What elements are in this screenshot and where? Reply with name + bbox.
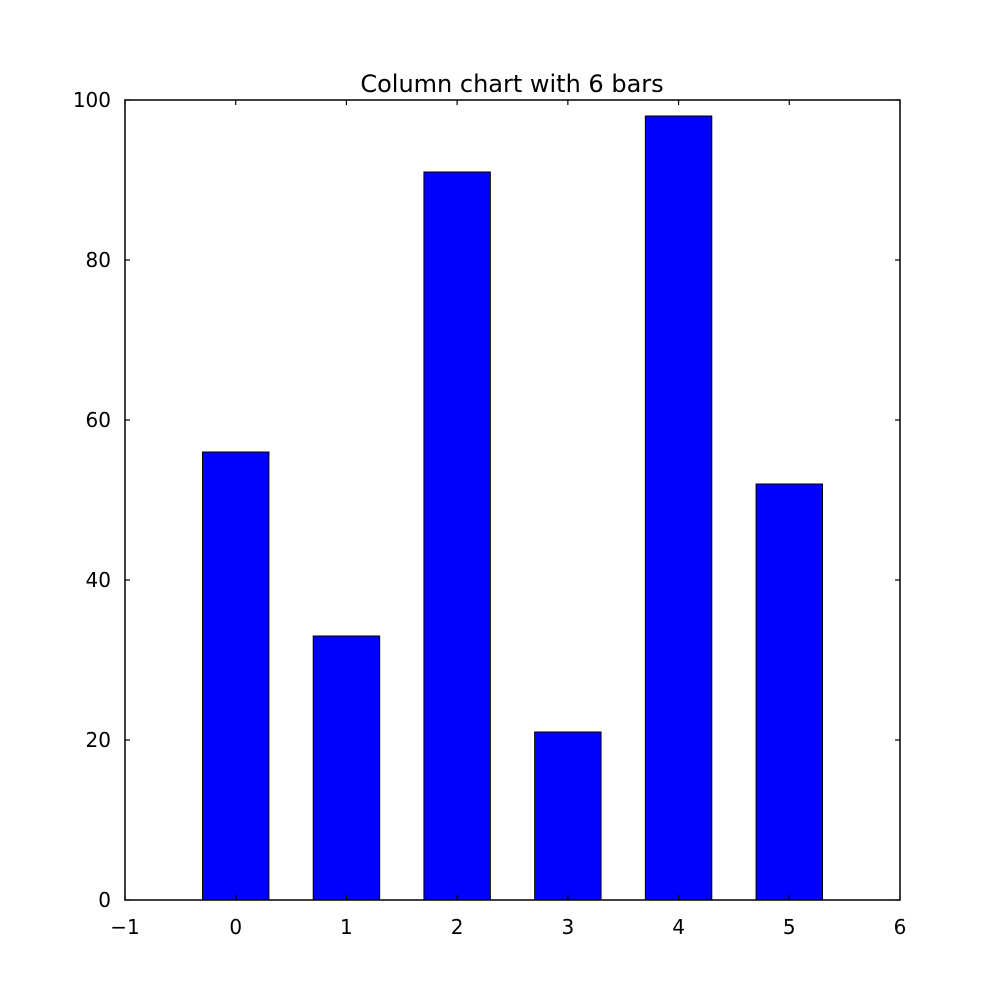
plot-frame [124,99,901,901]
y-tick-label: 40 [86,568,111,592]
bar-2 [423,171,491,901]
x-tick-label: 2 [451,915,464,939]
bar-1 [312,635,381,901]
y-tick-label: 60 [86,408,111,432]
y-tick-label: 20 [86,728,111,752]
x-tick-label: 3 [561,915,574,939]
x-tick-label: 0 [229,915,242,939]
bar-5 [755,483,823,901]
x-tick-label: −1 [110,915,139,939]
bar-0 [202,451,270,901]
x-tick-label: 6 [894,915,907,939]
y-tick-label: 100 [73,88,111,112]
x-tick-label: 5 [783,915,796,939]
bar-3 [534,731,602,901]
x-tick-label: 4 [672,915,685,939]
chart-title: Column chart with 6 bars [360,70,663,98]
bars-layer [202,115,823,901]
x-tick-label: 1 [340,915,353,939]
bar-4 [644,115,713,901]
y-tick-label: 0 [98,888,111,912]
y-tick-label: 80 [86,248,111,272]
